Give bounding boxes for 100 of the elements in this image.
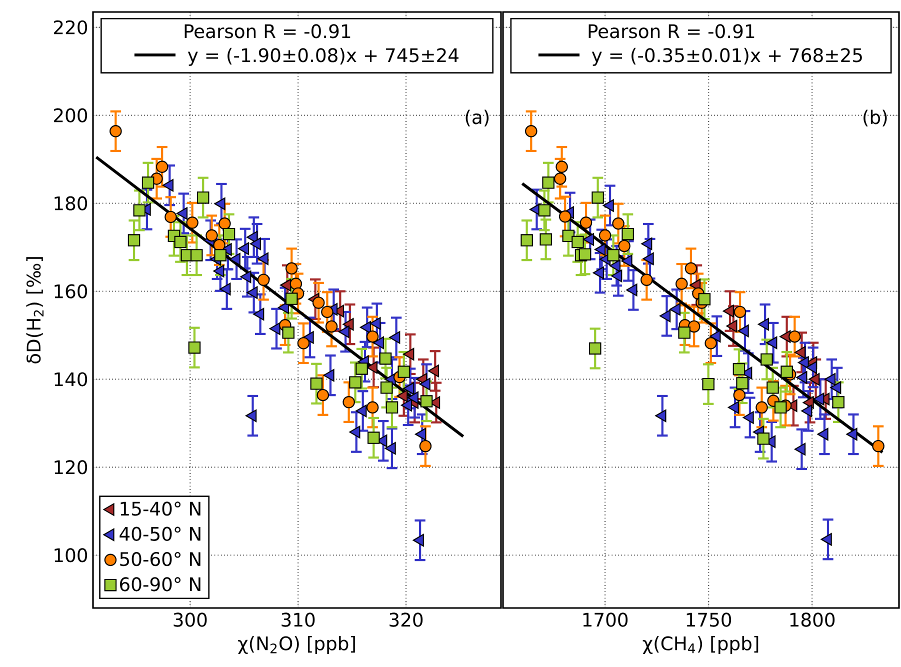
point	[389, 331, 400, 344]
point	[419, 378, 430, 390]
point	[338, 325, 350, 338]
point	[794, 346, 806, 359]
point	[250, 237, 261, 250]
point	[676, 278, 688, 290]
point	[342, 396, 355, 408]
point	[403, 348, 414, 360]
point	[214, 197, 226, 210]
point	[607, 249, 620, 262]
point	[788, 330, 801, 343]
point	[621, 254, 632, 268]
point	[580, 216, 592, 229]
point	[642, 252, 654, 266]
point	[325, 320, 338, 333]
y-tick-label: 180	[54, 196, 88, 210]
point	[794, 442, 806, 456]
point	[316, 388, 330, 402]
legend-label: y = (-1.90±0.08)x + 745±24	[188, 48, 458, 66]
point	[398, 366, 410, 378]
point	[758, 318, 769, 331]
point	[366, 401, 379, 414]
point	[312, 296, 325, 309]
point	[592, 191, 604, 204]
point	[846, 428, 858, 441]
point	[356, 404, 367, 418]
point	[558, 210, 572, 223]
x-tick-label: 1750	[686, 612, 732, 627]
annotation: (b)	[864, 110, 887, 126]
point	[128, 234, 140, 246]
point	[578, 248, 592, 260]
y-tick-label: 120	[54, 460, 88, 474]
point	[806, 361, 817, 374]
point	[780, 366, 793, 378]
annotation: Pearson R = -0.91	[184, 24, 350, 38]
point	[598, 229, 612, 242]
point	[612, 217, 624, 230]
point	[142, 176, 154, 189]
point	[540, 233, 552, 246]
point	[415, 428, 426, 441]
point	[756, 401, 768, 414]
point	[323, 369, 334, 382]
point	[738, 324, 749, 338]
point	[257, 252, 268, 266]
point	[297, 337, 310, 350]
point	[246, 409, 257, 422]
point	[817, 428, 828, 441]
point	[220, 282, 231, 296]
x-axis-title: χ(N$_{2}$O) [ppb]	[238, 636, 355, 654]
point	[366, 330, 379, 343]
point	[400, 398, 412, 412]
point	[622, 228, 634, 240]
point	[774, 401, 787, 414]
point	[556, 160, 568, 173]
point	[356, 362, 368, 375]
point	[766, 381, 779, 394]
point	[214, 249, 226, 262]
x-tick-label: 300	[174, 612, 207, 627]
point	[736, 377, 748, 390]
point	[602, 199, 614, 212]
point	[688, 320, 700, 333]
point	[310, 378, 323, 390]
point	[722, 304, 734, 318]
legend-label: 15-40° N	[120, 502, 200, 516]
point	[396, 390, 408, 402]
point	[206, 229, 218, 242]
point	[240, 270, 252, 284]
point	[813, 392, 824, 406]
point	[218, 217, 231, 230]
legend-label: 40-50° N	[120, 526, 200, 541]
point	[660, 310, 671, 322]
point	[801, 404, 812, 418]
point	[188, 341, 201, 354]
point	[594, 243, 606, 256]
point	[582, 233, 594, 246]
point	[370, 317, 381, 330]
point	[734, 306, 746, 318]
legend-label: 50-60° N	[120, 552, 200, 566]
point	[321, 306, 334, 318]
y-tick-label: 140	[54, 372, 88, 386]
point	[257, 274, 270, 286]
x-axis-title: χ(CH$_{4}$) [ppb]	[642, 636, 758, 654]
point	[384, 442, 396, 455]
point	[190, 249, 203, 262]
point	[626, 284, 638, 296]
point	[269, 322, 280, 335]
legend-label: y = (-0.35±0.01)x + 768±25	[592, 48, 862, 66]
point	[832, 396, 844, 408]
point	[164, 210, 177, 224]
point	[796, 371, 808, 384]
point	[368, 432, 380, 444]
point	[655, 409, 666, 422]
y-tick-label: 200	[54, 108, 88, 122]
point	[238, 242, 250, 255]
point	[641, 237, 652, 250]
point	[186, 216, 198, 229]
point	[285, 262, 298, 275]
point	[176, 207, 188, 220]
annotation: Pearson R = -0.91	[588, 24, 754, 38]
point	[407, 391, 419, 404]
